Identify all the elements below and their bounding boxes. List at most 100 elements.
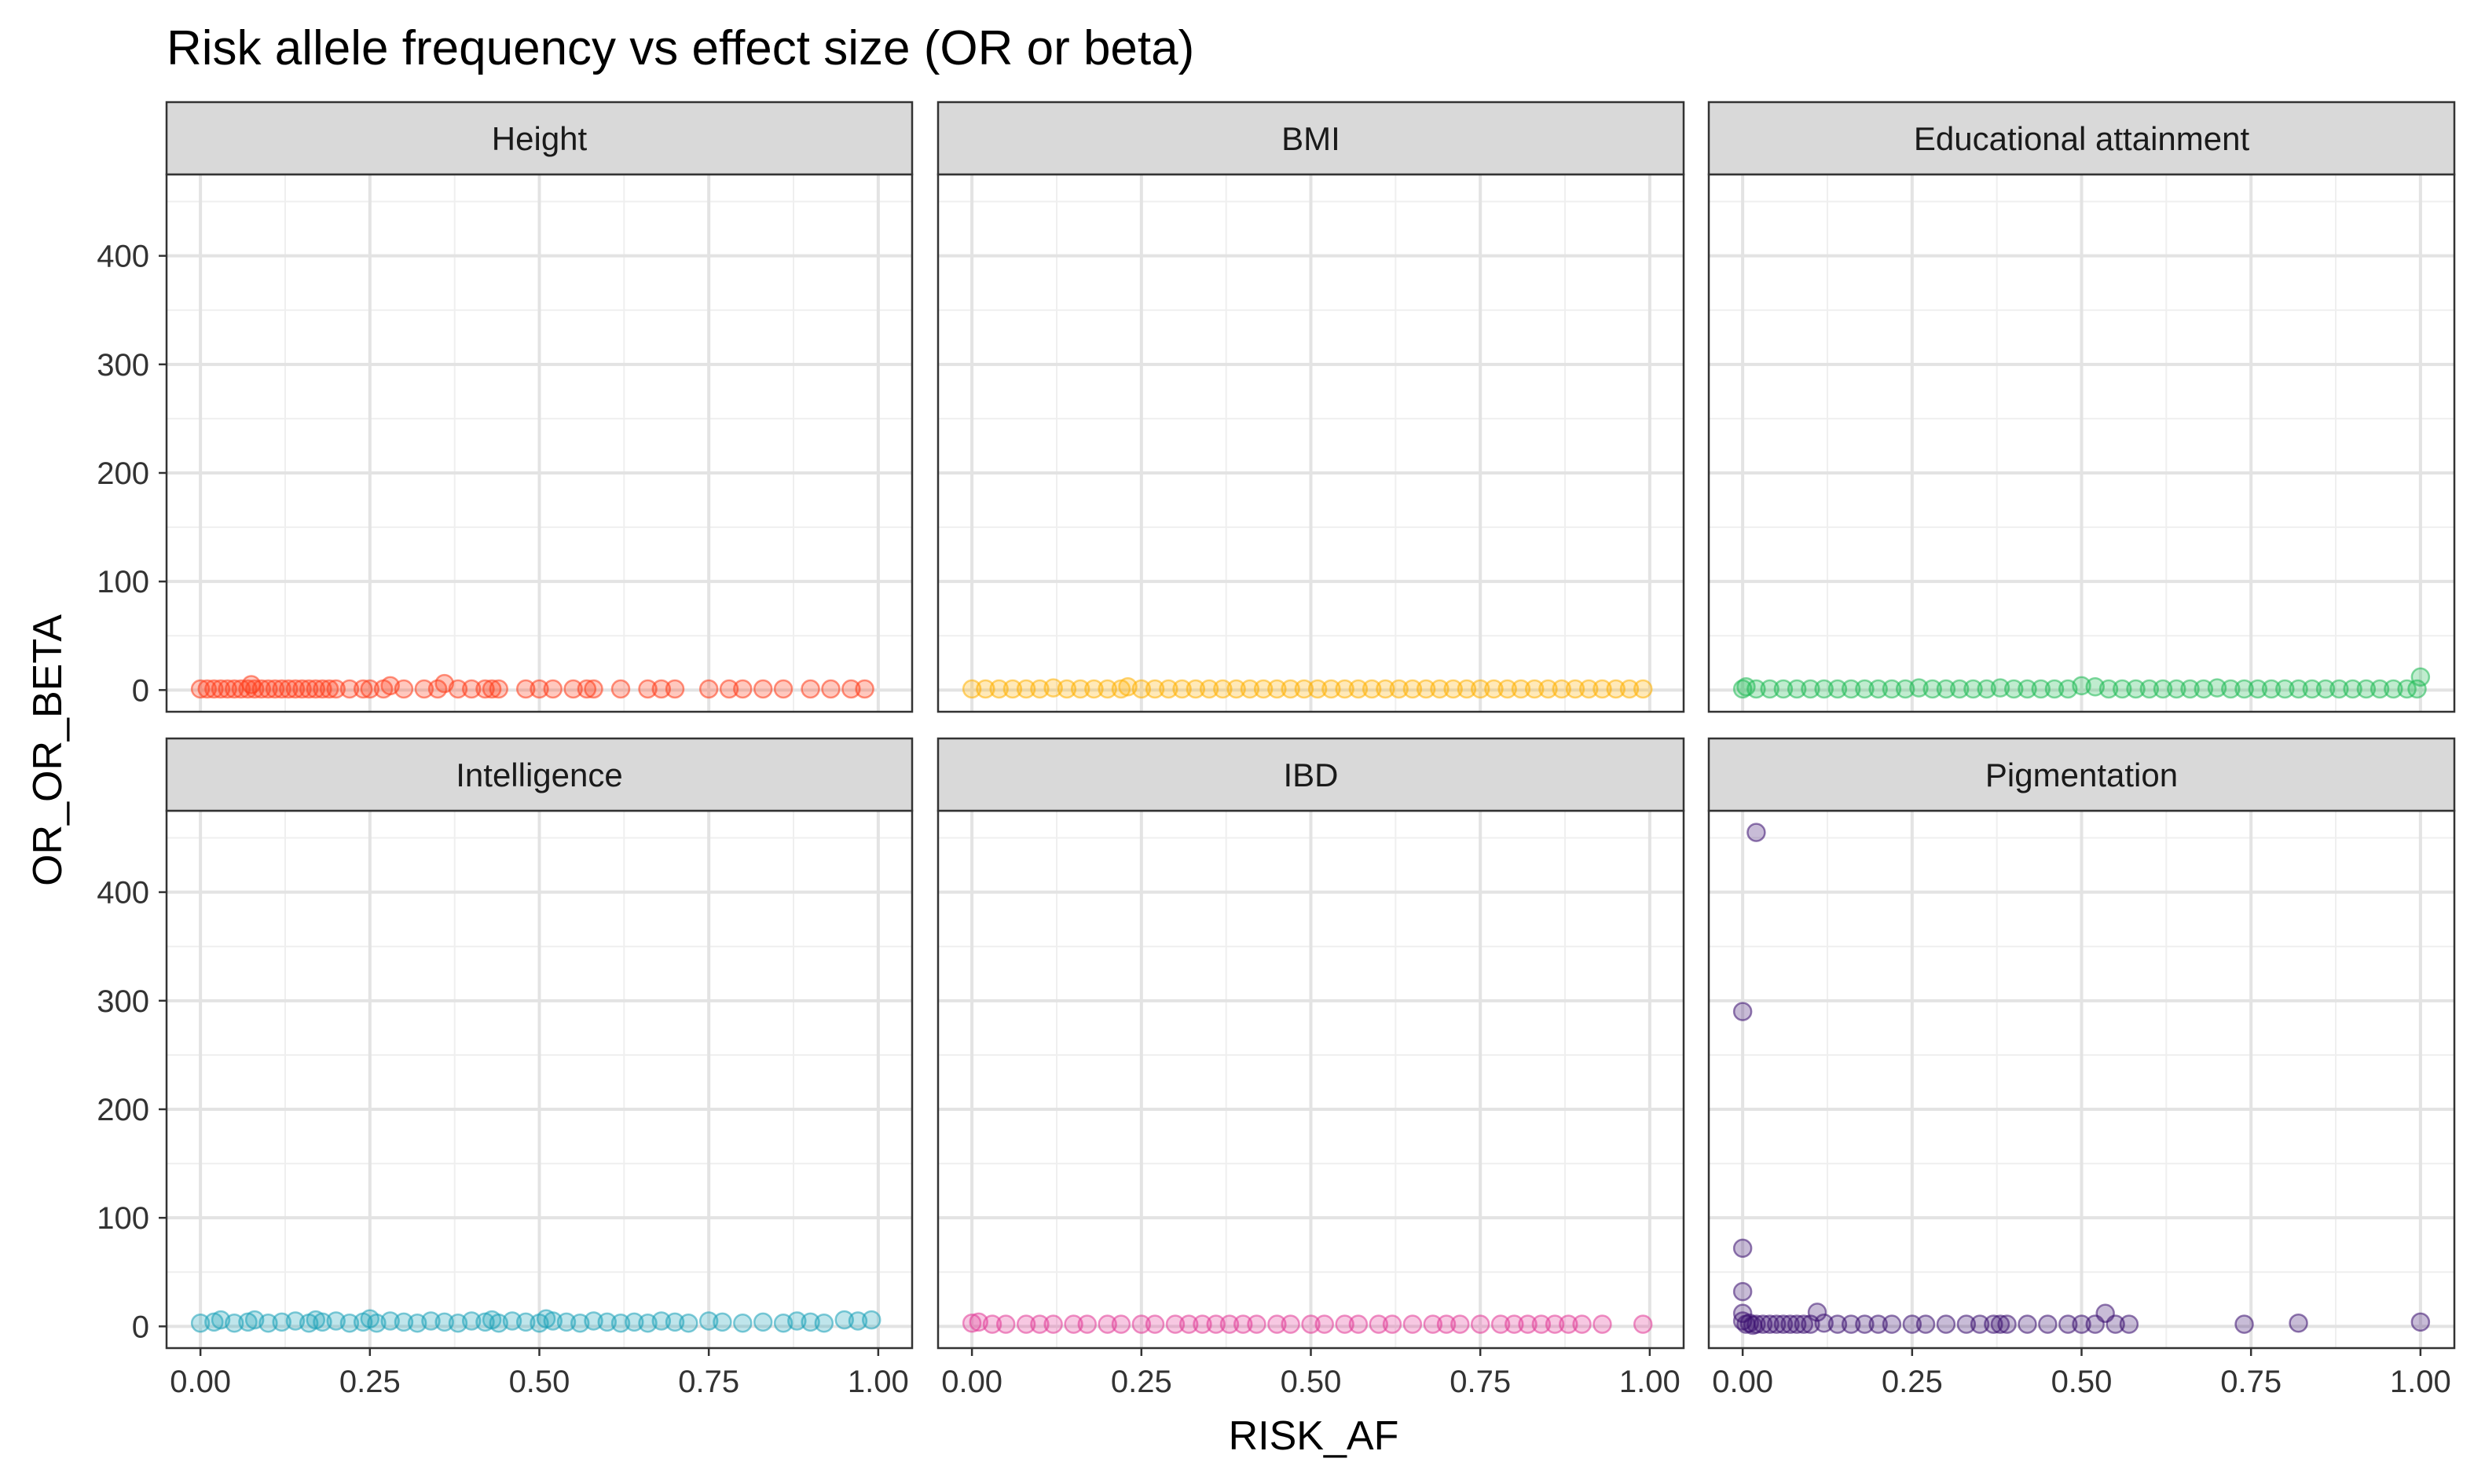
scatter-point [2397,679,2417,699]
scatter-point [265,679,285,699]
scatter-point [2275,679,2295,699]
scatter-point [1868,1314,1888,1334]
scatter-point [204,679,224,699]
scatter-point [543,679,563,699]
scatter-point [1855,679,1875,699]
scatter-point [1524,679,1545,699]
scatter-point [258,1313,278,1333]
scatter-point [577,679,597,699]
scatter-point [1518,1314,1538,1334]
scatter-point [1977,679,1996,699]
scatter-point [1787,1314,1807,1334]
scatter-point [787,1311,807,1331]
scatter-point [1619,679,1640,699]
scatter-point [2207,678,2227,698]
scatter-point [489,679,508,699]
scatter-point [1578,679,1599,699]
scatter-point [360,679,380,699]
scatter-point [1484,679,1504,699]
scatter-point [339,1313,360,1333]
scatter-point [773,679,794,699]
scatter-point [1267,679,1287,699]
scatter-point [1511,679,1531,699]
scatter-point [848,1311,868,1331]
scatter-point [515,1312,536,1332]
scatter-point [461,679,482,699]
scatter-point [1572,1314,1592,1334]
scatter-point [1855,1314,1875,1334]
x-tick-label: 0.25 [1111,1365,1172,1399]
scatter-point [1760,1314,1779,1334]
y-axis-title: OR_OR_BETA [25,614,71,886]
scatter-point [841,679,861,699]
scatter-point [1457,679,1477,699]
facet-panel: Intelligence 0 100 200 300 400 0.00 0.25 0.50 0.7… [97,737,914,1399]
facet-panel: Educational attainment [1707,101,2456,713]
scatter-point [1030,1314,1050,1334]
x-tick-label: 0.25 [1882,1365,1943,1399]
scatter-point [1348,1314,1369,1334]
scatter-point [2410,1312,2431,1332]
scatter-point [2126,679,2146,699]
scatter-point [1915,1314,1936,1334]
scatter-point [753,1312,773,1332]
scatter-point [1402,679,1423,699]
facet-panel: Height 0 100 200 300 400 [97,101,914,713]
scatter-point [1247,1314,1266,1334]
x-axis-title: RISK_AF [1229,1413,1399,1459]
scatter-point [1016,1314,1036,1334]
x-tick-label: 0.75 [1450,1365,1511,1399]
scatter-point [1633,1314,1653,1334]
scatter-point [2343,679,2362,699]
scatter-point [2031,679,2051,699]
scatter-point [1267,1314,1287,1334]
scatter-point [996,1314,1016,1334]
scatter-point [563,679,583,699]
scatter-point [2289,679,2308,699]
scatter-point [834,1310,854,1330]
scatter-point [1490,1314,1511,1334]
scatter-point [1746,823,1766,842]
facet-strip-label: BMI [1281,120,1340,157]
scatter-point [2329,679,2349,699]
scatter-point [1538,679,1558,699]
scatter-point [2167,679,2186,699]
scatter-point [1219,1314,1240,1334]
scatter-point [339,679,360,699]
scatter-point [1780,1314,1800,1334]
scatter-point [1801,679,1820,699]
scatter-point [1084,679,1104,699]
scatter-point [1794,1314,1814,1334]
scatter-point [272,679,291,699]
scatter-point [801,679,820,699]
scatter-point [1070,679,1090,699]
scatter-point [285,679,306,699]
scatter-point [1057,679,1077,699]
scatter-point [584,679,603,699]
scatter-point [1077,1314,1098,1334]
scatter-point [821,679,841,699]
scatter-point [1767,1314,1787,1334]
scatter-point [584,1311,603,1331]
scatter-point [698,1311,719,1331]
scatter-point [1746,679,1766,699]
scatter-point [190,679,211,699]
scatter-point [1030,679,1050,699]
scatter-point [1552,679,1571,699]
y-tick-label: 300 [97,348,149,383]
scatter-point [610,679,631,699]
scatter-point [665,1312,685,1332]
scatter-point [982,1314,1002,1334]
scatter-point [665,679,685,699]
scatter-point [218,679,237,699]
scatter-point [1753,1314,1773,1334]
scatter-point [1470,679,1490,699]
scatter-point [989,679,1009,699]
scatter-point [2356,679,2377,699]
scatter-point [1922,679,1942,699]
scatter-point [2384,679,2403,699]
x-tick-label: 0.25 [339,1365,401,1399]
scatter-point [2302,679,2322,699]
scatter-point [2315,679,2336,699]
scatter-point [1746,1314,1766,1334]
